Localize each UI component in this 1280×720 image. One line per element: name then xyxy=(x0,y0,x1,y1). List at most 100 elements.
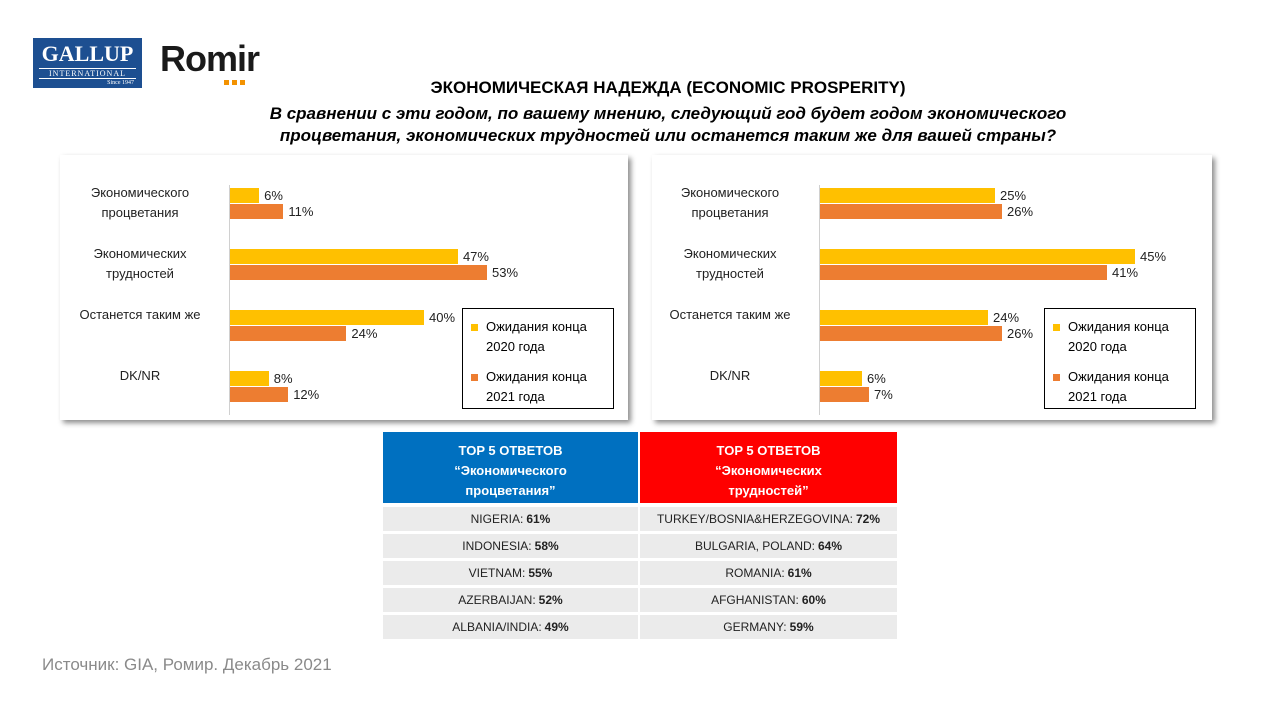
table-cell: BULGARIA, POLAND: 64% xyxy=(640,534,897,558)
legend-swatch xyxy=(1053,324,1060,331)
category-label: Останется таким же xyxy=(79,307,201,322)
axis-line xyxy=(229,185,230,415)
share: 58% xyxy=(534,539,559,553)
bar xyxy=(230,326,347,341)
value-label: 12% xyxy=(293,387,320,402)
category-label: DK/NR xyxy=(119,368,161,383)
value-label: 53% xyxy=(492,265,519,280)
table-cell: ALBANIA/INDIA: 49% xyxy=(383,615,638,639)
bar xyxy=(230,371,269,386)
header-subtitle: “Экономического процветания” xyxy=(454,463,567,498)
header-title: TOP 5 ОТВЕТОВ xyxy=(716,443,821,458)
value-label: 40% xyxy=(429,310,456,325)
value-label: 26% xyxy=(1007,326,1034,341)
bar xyxy=(230,188,260,203)
country: TURKEY/BOSNIA&HERZEGOVINA: xyxy=(656,512,853,526)
share: 61% xyxy=(526,512,551,526)
value-label: 24% xyxy=(993,310,1020,325)
category-label: Экономических трудностей xyxy=(683,246,777,281)
country: ROMANIA: xyxy=(725,566,785,580)
share: 61% xyxy=(787,566,812,580)
share: 55% xyxy=(528,566,553,580)
table-cell: VIETNAM: 55% xyxy=(383,561,638,585)
bar xyxy=(820,387,869,402)
table-cell: GERMANY: 59% xyxy=(640,615,897,639)
logo-text: Since 1947 xyxy=(107,80,134,86)
bar xyxy=(820,326,1002,341)
header-title: TOP 5 ОТВЕТОВ xyxy=(458,443,563,458)
country: AZERBAIJAN: xyxy=(458,593,536,607)
bar xyxy=(820,249,1135,264)
category-label: DK/NR xyxy=(709,368,751,383)
logo-text: GALLUP xyxy=(41,41,134,66)
source: Источник: GIA, Ромир. Декабрь 2021 xyxy=(42,655,332,674)
legend-item: Ожидания конца 2021 года xyxy=(1053,367,1187,407)
category-label: Экономических трудностей xyxy=(93,246,187,281)
value-label: 8% xyxy=(273,371,293,386)
romir-logo: Romir xyxy=(160,38,260,79)
legend-item: Ожидания конца 2021 года xyxy=(471,367,605,407)
bar xyxy=(820,265,1107,280)
table-header: TOP 5 ОТВЕТОВ “Экономического процветания… xyxy=(383,432,638,503)
value-label: 25% xyxy=(1000,188,1027,203)
bar xyxy=(230,249,458,264)
table-cell: INDONESIA: 58% xyxy=(383,534,638,558)
legend-item: Ожидания конца 2020 года xyxy=(471,317,605,357)
value-label: 6% xyxy=(867,371,886,386)
share: 52% xyxy=(538,593,563,607)
legend-swatch xyxy=(1053,374,1060,381)
legend-swatch xyxy=(471,374,478,381)
subtitle: процветания, экономических трудностей ил… xyxy=(279,126,1057,145)
value-label: 6% xyxy=(264,188,283,203)
country: NIGERIA: xyxy=(470,512,524,526)
category-label: Останется таким же xyxy=(669,307,791,322)
legend-label: Ожидания конца 2020 года xyxy=(1068,319,1169,354)
bar xyxy=(230,310,424,325)
legend-label: Ожидания конца 2021 года xyxy=(1068,369,1169,404)
legend-label: Ожидания конца 2020 года xyxy=(486,319,587,354)
value-label: 47% xyxy=(462,249,489,264)
category-label: Экономического процветания xyxy=(680,185,780,220)
bar xyxy=(230,204,284,219)
value-label: 41% xyxy=(1112,265,1139,280)
legend-item: Ожидания конца 2020 года xyxy=(1053,317,1187,357)
bar xyxy=(820,204,1002,219)
bar xyxy=(230,387,289,402)
value-label: 11% xyxy=(288,204,314,219)
legend: Ожидания конца 2020 года Ожидания конца 2… xyxy=(462,308,614,409)
country: VIETNAM: xyxy=(468,566,526,580)
table-cell: AZERBAIJAN: 52% xyxy=(383,588,638,612)
country: ALBANIA/INDIA: xyxy=(452,620,542,634)
title: ЭКОНОМИЧЕСКАЯ НАДЕЖДА (ECONOMIC PROSPERI… xyxy=(430,78,906,97)
bar xyxy=(820,188,995,203)
value-label: 26% xyxy=(1007,204,1034,219)
table-cell: TURKEY/BOSNIA&HERZEGOVINA: 72% xyxy=(640,507,897,531)
country: AFGHANISTAN: xyxy=(711,593,799,607)
header-subtitle: “Экономических трудностей” xyxy=(715,463,822,498)
legend: Ожидания конца 2020 года Ожидания конца 2… xyxy=(1044,308,1196,409)
bar xyxy=(230,265,488,280)
country: GERMANY: xyxy=(723,620,787,634)
share: 64% xyxy=(818,539,843,553)
country: BULGARIA, POLAND: xyxy=(694,539,815,553)
legend-label: Ожидания конца 2021 года xyxy=(486,369,587,404)
subtitle: В сравнении с эти годом, по вашему мнени… xyxy=(269,104,1067,123)
value-label: 7% xyxy=(874,387,893,402)
bar xyxy=(820,310,988,325)
bar xyxy=(820,371,862,386)
table-cell: ROMANIA: 61% xyxy=(640,561,897,585)
country: INDONESIA: xyxy=(462,539,532,553)
category-label: Экономического процветания xyxy=(90,185,190,220)
table-header: TOP 5 ОТВЕТОВ “Экономических трудностей” xyxy=(640,432,897,503)
share: 49% xyxy=(544,620,569,634)
gallup-logo: GALLUP INTERNATIONAL Since 1947 xyxy=(33,38,142,88)
table-cell: AFGHANISTAN: 60% xyxy=(640,588,897,612)
table-cell: NIGERIA: 61% xyxy=(383,507,638,531)
legend-swatch xyxy=(471,324,478,331)
share: 72% xyxy=(856,512,881,526)
axis-line xyxy=(819,185,820,415)
value-label: 24% xyxy=(351,326,378,341)
logo-text: INTERNATIONAL xyxy=(39,68,136,79)
romir-dots xyxy=(224,80,245,85)
